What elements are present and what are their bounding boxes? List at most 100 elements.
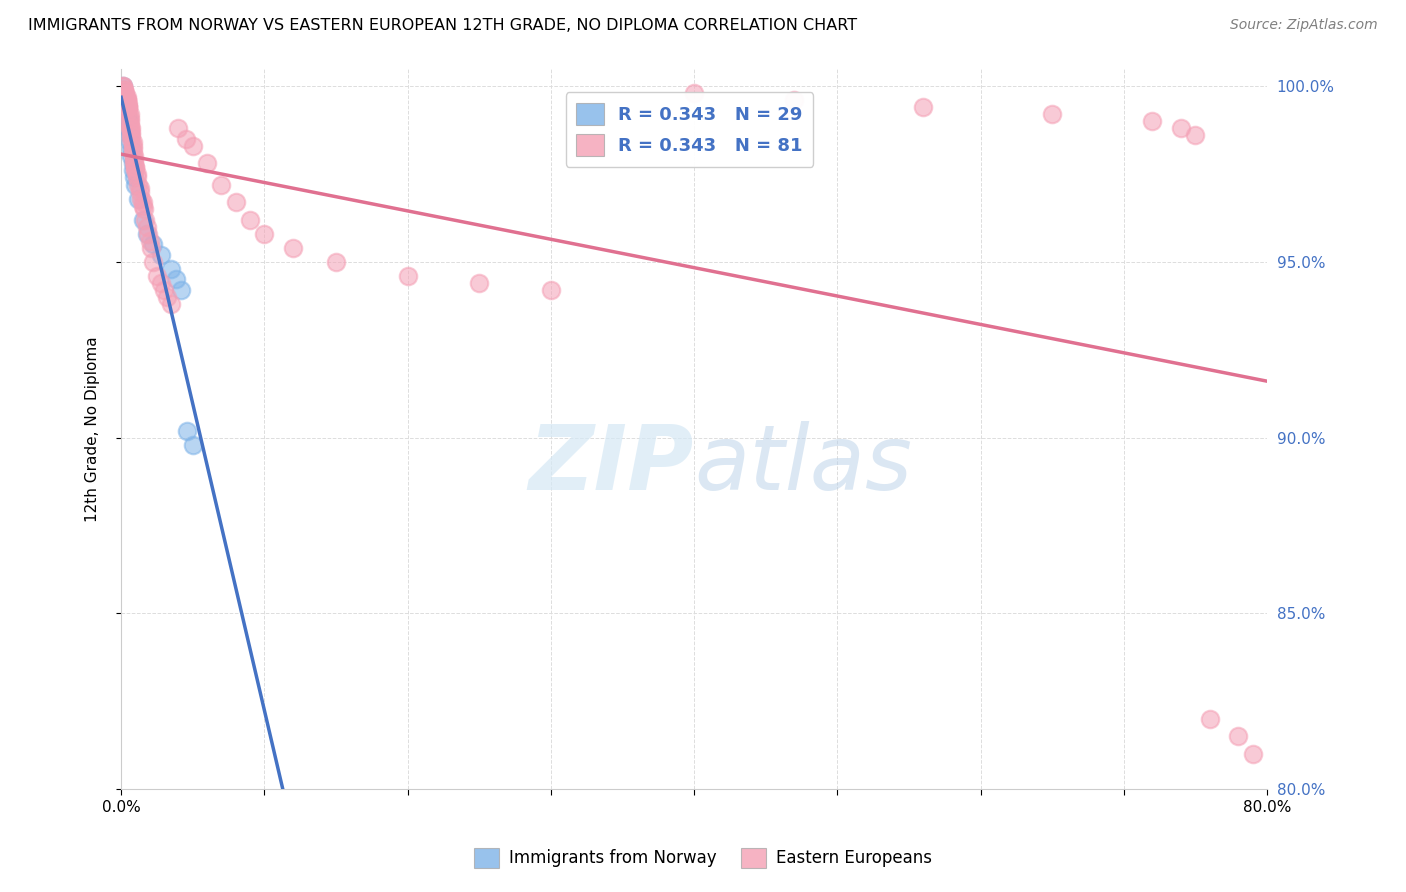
Point bbox=[118, 136, 141, 150]
Point bbox=[121, 136, 143, 150]
Y-axis label: 12th Grade, No Diploma: 12th Grade, No Diploma bbox=[86, 336, 100, 522]
Point bbox=[1170, 121, 1192, 136]
Point bbox=[146, 268, 169, 283]
Point bbox=[125, 167, 148, 181]
Point bbox=[141, 241, 163, 255]
Point bbox=[115, 103, 138, 118]
Point bbox=[1040, 107, 1063, 121]
Legend: R = 0.343   N = 29, R = 0.343   N = 81: R = 0.343 N = 29, R = 0.343 N = 81 bbox=[565, 92, 813, 167]
Text: IMMIGRANTS FROM NORWAY VS EASTERN EUROPEAN 12TH GRADE, NO DIPLOMA CORRELATION CH: IMMIGRANTS FROM NORWAY VS EASTERN EUROPE… bbox=[28, 18, 858, 33]
Point bbox=[117, 100, 139, 114]
Point bbox=[117, 121, 139, 136]
Point bbox=[281, 241, 304, 255]
Point bbox=[118, 107, 141, 121]
Point bbox=[114, 86, 136, 100]
Point bbox=[122, 170, 145, 185]
Point bbox=[121, 163, 143, 178]
Point bbox=[112, 86, 135, 100]
Point bbox=[120, 149, 142, 163]
Point bbox=[1184, 128, 1206, 143]
Point bbox=[131, 212, 153, 227]
Point bbox=[156, 290, 179, 304]
Point bbox=[142, 237, 165, 252]
Point bbox=[115, 100, 138, 114]
Point bbox=[112, 86, 135, 100]
Point bbox=[121, 145, 143, 160]
Point bbox=[114, 93, 136, 107]
Legend: Immigrants from Norway, Eastern Europeans: Immigrants from Norway, Eastern European… bbox=[467, 841, 939, 875]
Point bbox=[176, 424, 198, 438]
Point bbox=[142, 255, 165, 269]
Point bbox=[160, 261, 183, 276]
Point bbox=[170, 283, 193, 297]
Point bbox=[138, 227, 160, 241]
Point bbox=[134, 212, 156, 227]
Point bbox=[783, 93, 806, 107]
Point bbox=[131, 195, 153, 210]
Point bbox=[165, 272, 187, 286]
Point bbox=[122, 156, 145, 170]
Point bbox=[114, 89, 136, 103]
Point bbox=[181, 437, 204, 451]
Point bbox=[239, 212, 262, 227]
Point bbox=[1227, 730, 1250, 744]
Point bbox=[114, 89, 136, 103]
Point bbox=[121, 142, 143, 156]
Point bbox=[121, 139, 143, 153]
Text: Source: ZipAtlas.com: Source: ZipAtlas.com bbox=[1230, 18, 1378, 32]
Point bbox=[124, 160, 146, 174]
Point bbox=[181, 139, 204, 153]
Point bbox=[120, 121, 142, 136]
Point bbox=[128, 181, 150, 195]
Point bbox=[325, 255, 347, 269]
Point bbox=[117, 111, 139, 125]
Point bbox=[124, 178, 146, 192]
Point bbox=[132, 202, 155, 216]
Point bbox=[683, 86, 706, 100]
Point bbox=[120, 132, 142, 146]
Point bbox=[117, 100, 139, 114]
Point bbox=[120, 125, 142, 139]
Point bbox=[153, 283, 176, 297]
Point bbox=[129, 192, 152, 206]
Point bbox=[118, 128, 141, 143]
Point bbox=[540, 283, 562, 297]
Point bbox=[127, 178, 149, 192]
Point bbox=[122, 153, 145, 167]
Point bbox=[117, 103, 139, 118]
Point bbox=[209, 178, 232, 192]
Point bbox=[115, 89, 138, 103]
Point bbox=[112, 82, 135, 96]
Point bbox=[115, 93, 138, 107]
Point bbox=[122, 149, 145, 163]
Point bbox=[114, 89, 136, 103]
Point bbox=[111, 79, 134, 94]
Point bbox=[115, 96, 138, 111]
Point bbox=[117, 100, 139, 114]
Point bbox=[111, 79, 134, 94]
Point bbox=[912, 100, 935, 114]
Point bbox=[120, 142, 142, 156]
Point bbox=[253, 227, 276, 241]
Point bbox=[1241, 747, 1264, 761]
Point bbox=[131, 199, 153, 213]
Point bbox=[121, 156, 143, 170]
Point bbox=[127, 192, 149, 206]
Point bbox=[124, 160, 146, 174]
Point bbox=[120, 128, 142, 143]
Point bbox=[125, 170, 148, 185]
Point bbox=[118, 121, 141, 136]
Point bbox=[135, 219, 157, 234]
Point bbox=[112, 82, 135, 96]
Point bbox=[150, 248, 173, 262]
Point bbox=[1142, 114, 1164, 128]
Point bbox=[160, 297, 183, 311]
Point bbox=[115, 93, 138, 107]
Point bbox=[115, 96, 138, 111]
Point bbox=[114, 89, 136, 103]
Point bbox=[118, 114, 141, 128]
Point bbox=[139, 234, 162, 248]
Point bbox=[128, 185, 150, 199]
Point bbox=[174, 132, 197, 146]
Point bbox=[468, 276, 491, 290]
